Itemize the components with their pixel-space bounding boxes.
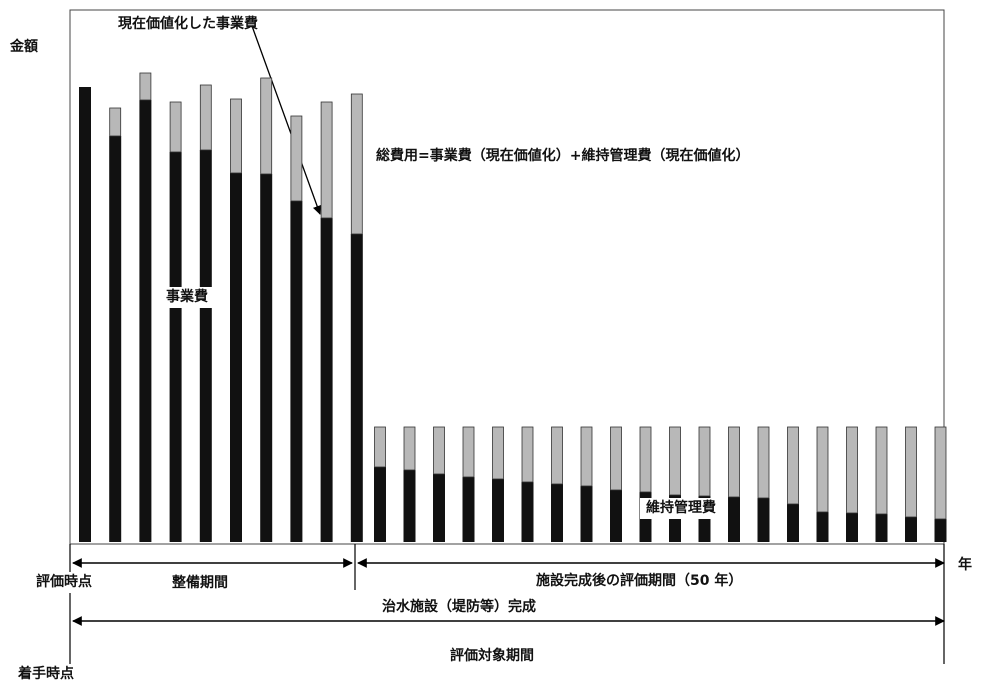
bar-business-cost-7 xyxy=(260,174,273,542)
bar-business-cost-16 xyxy=(521,482,534,542)
bar-business-cost-25 xyxy=(787,504,799,542)
bar-business-cost-12 xyxy=(403,470,416,542)
bar-business-cost-1 xyxy=(79,87,91,542)
bar-business-cost-4 xyxy=(169,152,182,542)
bar-maintenance-cost-22 xyxy=(698,426,711,497)
bar-maintenance-cost-12 xyxy=(403,426,416,471)
bar-business-cost-17 xyxy=(551,484,563,542)
bar-maintenance-cost-29 xyxy=(905,426,917,518)
bar-business-cost-15 xyxy=(492,479,504,542)
evaluation-target-label: 評価対象期間 xyxy=(450,648,534,664)
bar-maintenance-cost-7 xyxy=(260,77,273,175)
bar-business-cost-8 xyxy=(290,201,303,542)
bar-business-cost-30 xyxy=(934,519,947,542)
bar-business-cost-27 xyxy=(846,513,858,542)
pv-pointer-arrow xyxy=(251,25,322,215)
pv-annotation: 現在価値化した事業費 xyxy=(118,16,258,32)
bar-maintenance-cost-30 xyxy=(934,426,947,520)
bar-maintenance-cost-8 xyxy=(290,115,303,202)
bar-maintenance-cost-13 xyxy=(433,426,445,475)
bar-business-cost-24 xyxy=(757,498,770,542)
bar-business-cost-2 xyxy=(109,136,122,542)
bar-maintenance-cost-24 xyxy=(757,426,770,499)
bar-business-cost-18 xyxy=(580,486,593,542)
bar-maintenance-cost-27 xyxy=(846,426,858,514)
start-point-label: 着手時点 xyxy=(18,666,74,682)
bar-business-cost-14 xyxy=(462,477,475,542)
bar-maintenance-cost-6 xyxy=(230,98,242,174)
bar-maintenance-cost-10 xyxy=(350,93,363,235)
bar-maintenance-cost-28 xyxy=(875,426,888,515)
bar-business-cost-11 xyxy=(374,467,386,542)
evaluation-point-label: 評価時点 xyxy=(30,572,98,593)
formula-annotation: 総費用=事業費（現在価値化）+維持管理費（現在価値化） xyxy=(376,148,750,164)
bar-business-cost-23 xyxy=(728,497,740,542)
bar-business-cost-3 xyxy=(139,100,152,542)
bar-maintenance-cost-14 xyxy=(462,426,475,478)
bar-group xyxy=(79,72,947,542)
bar-business-cost-5 xyxy=(199,150,212,542)
x-axis-label: 年 xyxy=(958,557,972,573)
plot-frame xyxy=(69,9,945,545)
bar-maintenance-cost-23 xyxy=(728,426,740,498)
bar-business-cost-19 xyxy=(610,490,622,542)
bar-maintenance-cost-11 xyxy=(374,426,386,468)
bar-maintenance-cost-16 xyxy=(521,426,534,483)
bar-business-cost-13 xyxy=(433,474,445,542)
post-completion-period-label: 施設完成後の評価期間（50 年） xyxy=(530,571,749,592)
bar-maintenance-cost-17 xyxy=(551,426,563,485)
bar-maintenance-cost-20 xyxy=(639,426,652,493)
bar-maintenance-cost-19 xyxy=(610,426,622,491)
bar-business-cost-10 xyxy=(350,234,363,542)
bar-maintenance-cost-9 xyxy=(320,101,333,219)
business-cost-label: 事業費 xyxy=(160,287,214,308)
bar-maintenance-cost-15 xyxy=(492,426,504,480)
y-axis-label: 金額 xyxy=(10,39,38,55)
completion-label: 治水施設（堤防等）完成 xyxy=(376,597,542,618)
construction-period-label: 整備期間 xyxy=(172,575,228,591)
bar-maintenance-cost-4 xyxy=(169,101,182,153)
bar-business-cost-6 xyxy=(230,173,242,542)
bar-maintenance-cost-5 xyxy=(199,84,212,151)
bar-maintenance-cost-3 xyxy=(139,72,152,101)
bar-maintenance-cost-21 xyxy=(669,426,681,496)
bar-maintenance-cost-2 xyxy=(109,107,122,137)
bar-business-cost-9 xyxy=(320,218,333,542)
bar-maintenance-cost-25 xyxy=(787,426,799,505)
bar-maintenance-cost-26 xyxy=(816,426,829,513)
bar-business-cost-29 xyxy=(905,517,917,542)
bar-business-cost-28 xyxy=(875,514,888,542)
bar-maintenance-cost-18 xyxy=(580,426,593,487)
bar-business-cost-26 xyxy=(816,512,829,542)
maintenance-cost-label: 維持管理費 xyxy=(640,498,722,519)
